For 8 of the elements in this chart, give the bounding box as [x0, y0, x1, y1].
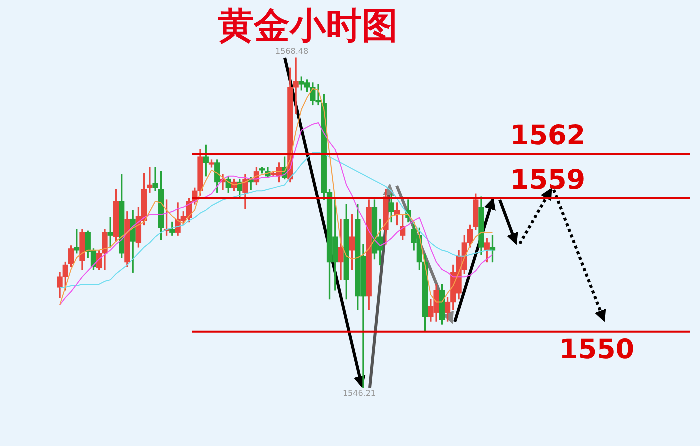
annotation: 1546.21: [342, 389, 376, 398]
ref-line-label: 1550: [559, 334, 635, 366]
ref-line-label: 1562: [510, 120, 586, 152]
annotation: 1568.48: [276, 47, 309, 56]
candlestick: [152, 167, 158, 192]
candlestick: [147, 167, 153, 193]
ref-line-label: 1559: [510, 165, 586, 196]
chart-title: 黄金小时图: [218, 6, 398, 47]
